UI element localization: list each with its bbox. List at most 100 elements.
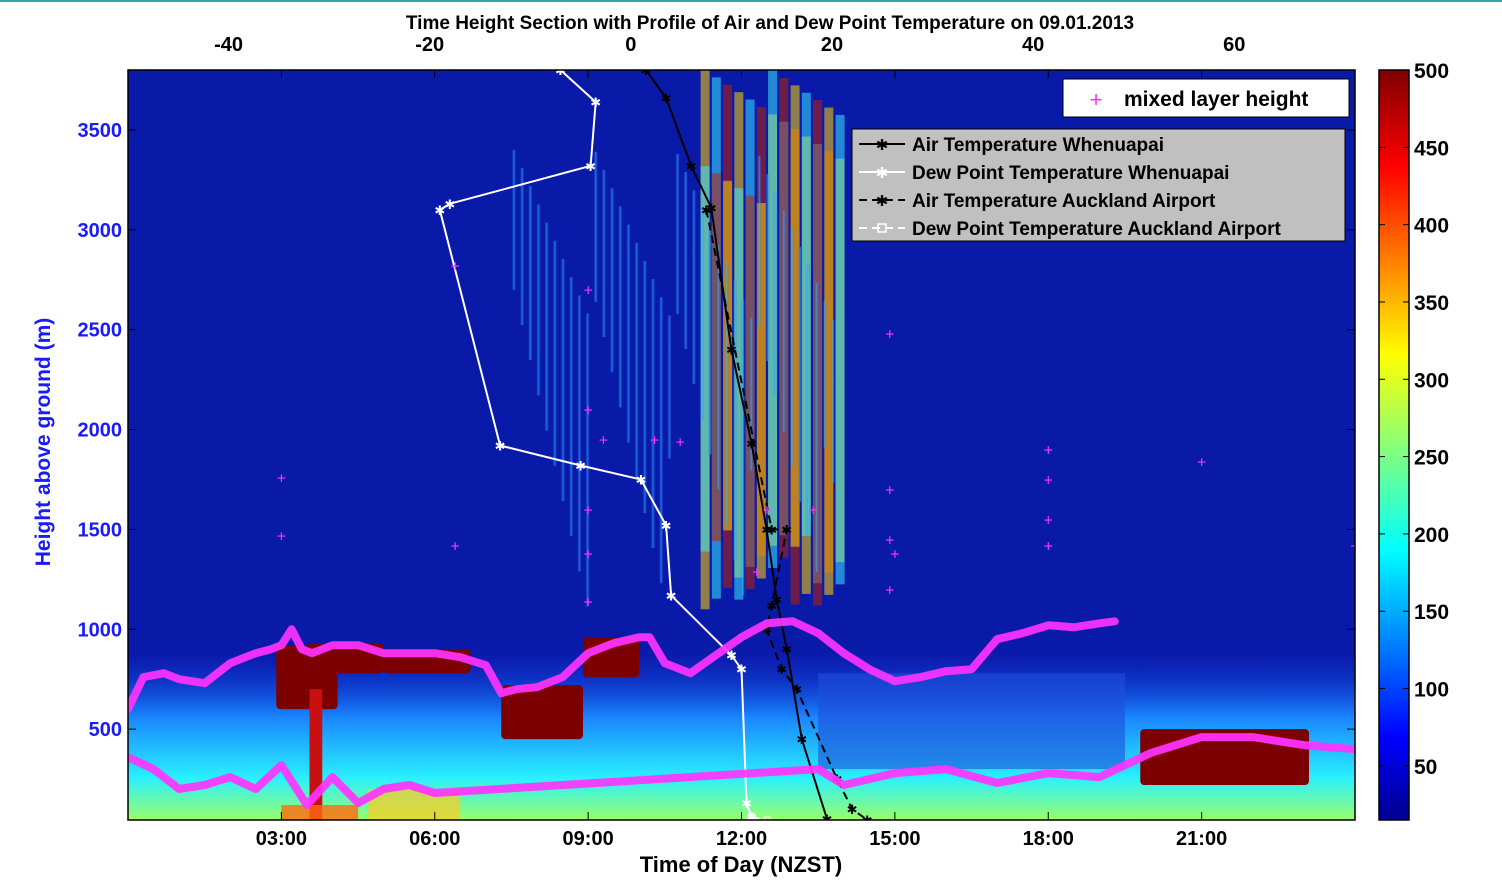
y-tick-label: 2500 — [78, 320, 123, 342]
profile-marker — [747, 813, 756, 820]
mlh-scatter-marker: + — [277, 528, 286, 545]
mlh-scatter-marker: + — [1044, 538, 1053, 555]
profile-marker: ✱ — [781, 522, 792, 537]
colorbar-tick-label: 150 — [1414, 601, 1449, 624]
backscatter-streak — [568, 277, 574, 537]
backscatter-streak — [650, 279, 656, 549]
mixed-layer-height-markers: +++++++++++++++++++++ + ++ ++ — [128, 259, 1355, 809]
profile-marker: ✱ — [686, 159, 697, 174]
profile-marker: ✱ — [741, 796, 752, 811]
backscatter-streak — [715, 244, 721, 490]
backscatter-streak — [699, 208, 705, 420]
x-tick-label: 21:00 — [1176, 828, 1227, 850]
profile-marker: ✱ — [822, 812, 833, 827]
x-top-tick-label: 0 — [625, 34, 636, 56]
mlh-scatter-marker: + — [1044, 512, 1053, 529]
profile-marker: ✱ — [761, 522, 772, 537]
profile-line — [645, 70, 828, 820]
backscatter-streak — [691, 190, 697, 385]
profile-marker: ✱ — [555, 63, 566, 78]
mlh-scatter-marker: + — [890, 546, 899, 563]
mlh-scatter-marker: + — [1044, 442, 1053, 459]
profile-marker: ✱ — [635, 472, 646, 487]
convective-cell — [734, 188, 744, 600]
profile-marker: ✱ — [862, 813, 873, 828]
x-tick-label: 06:00 — [409, 828, 460, 850]
mlh-scatter-marker: + — [277, 470, 286, 487]
legend-mlh-label: mixed layer height — [1124, 88, 1308, 111]
mlh-scatter-marker: + — [1044, 472, 1053, 489]
legend-profile-label: Dew Point Temperature Auckland Airport — [912, 219, 1281, 240]
legend-profile-label: Air Temperature Whenuapai — [912, 135, 1164, 156]
profile-marker: ✱ — [791, 682, 802, 697]
convective-cell — [700, 166, 710, 552]
backscatter-streak — [805, 264, 811, 537]
mlh-scatter-marker: + — [762, 502, 771, 519]
profile-marker: ✱ — [706, 201, 717, 216]
square-marker-icon — [877, 223, 887, 233]
mlh-scatter-marker: + — [1197, 454, 1206, 471]
profile-marker: ✱ — [781, 642, 792, 657]
mlh-scatter-marker: + — [885, 582, 894, 599]
backscatter-streak — [593, 151, 599, 302]
mlh-scatter-marker: + — [885, 532, 894, 549]
profile-marker: ✱ — [590, 95, 601, 110]
backscatter-streak — [748, 317, 754, 471]
x-tick-label: 12:00 — [716, 828, 767, 850]
backscatter-streak — [830, 319, 836, 483]
profile-marker: ✱ — [641, 63, 652, 78]
colorbar — [1378, 69, 1410, 821]
mlh-scatter-marker: + — [675, 435, 684, 452]
backscatter-streak — [552, 240, 558, 466]
backscatter-streak — [773, 192, 779, 397]
backscatter-streak — [781, 210, 787, 432]
backscatter-streak — [740, 299, 746, 596]
mlh-marker-icon: + — [1090, 87, 1103, 112]
profile-marker: ✱ — [701, 203, 712, 218]
colorbar-tick-label: 400 — [1414, 215, 1449, 238]
x-top-tick-label: 20 — [821, 34, 843, 56]
backscatter-streak — [527, 186, 533, 361]
y-tick-label: 3500 — [78, 120, 123, 142]
y-tick-label: 2000 — [78, 420, 123, 442]
colorbar-tick-label: 300 — [1414, 369, 1449, 392]
profile-marker: ✱ — [766, 522, 777, 537]
mlh-scatter-marker: + — [752, 564, 761, 581]
profile-marker: ✱ — [575, 458, 586, 473]
profile-marker: ✱ — [585, 159, 596, 174]
layer-band — [818, 673, 1125, 770]
backscatter-streak — [675, 153, 681, 314]
backscatter-streak — [609, 188, 615, 373]
mlh-scatter-marker: + — [599, 433, 608, 450]
profile-marker: ✱ — [771, 592, 782, 607]
colorbar-tick-label: 50 — [1414, 756, 1437, 779]
backscatter-streak — [683, 172, 689, 350]
profile-marker — [763, 816, 771, 820]
profile-marker: ✱ — [661, 518, 672, 533]
profile-marker: ✱ — [796, 732, 807, 747]
surface-hotspot — [281, 805, 359, 820]
mlh-scatter-marker: + — [451, 538, 460, 555]
backscatter-streak — [666, 315, 672, 459]
profile-marker: ✱ — [726, 343, 737, 358]
y-tick-label: 500 — [89, 719, 122, 741]
colorbar-tick-label: 350 — [1414, 292, 1449, 315]
star-marker-icon: ✱ — [876, 165, 889, 182]
high-backscatter-patch — [501, 685, 584, 740]
colorbar-tick-label: 500 — [1414, 60, 1449, 83]
backscatter-streak — [732, 281, 738, 561]
convective-cell — [835, 114, 845, 585]
x-tick-label: 18:00 — [1023, 828, 1074, 850]
profile-marker: ✱ — [746, 810, 757, 825]
legend-mixed-layer-height: + mixed layer height — [1062, 78, 1350, 118]
mixed-layer-height-trace — [128, 617, 1119, 714]
backscatter-streak — [814, 283, 820, 573]
legend-profile-label: Dew Point Temperature Whenuapai — [912, 163, 1229, 184]
colorbar-ticks: 50 100 150 200 250 300 350 400 450 500 — [1379, 60, 1449, 779]
x-top-tick-label: 60 — [1223, 34, 1245, 56]
mlh-scatter-marker: + — [451, 259, 460, 276]
backscatter-streak — [560, 258, 566, 501]
backscatter-streak — [535, 204, 541, 396]
x-axis-label: Time of Day (NZST) — [640, 852, 843, 877]
backscatter-streak — [576, 295, 582, 572]
